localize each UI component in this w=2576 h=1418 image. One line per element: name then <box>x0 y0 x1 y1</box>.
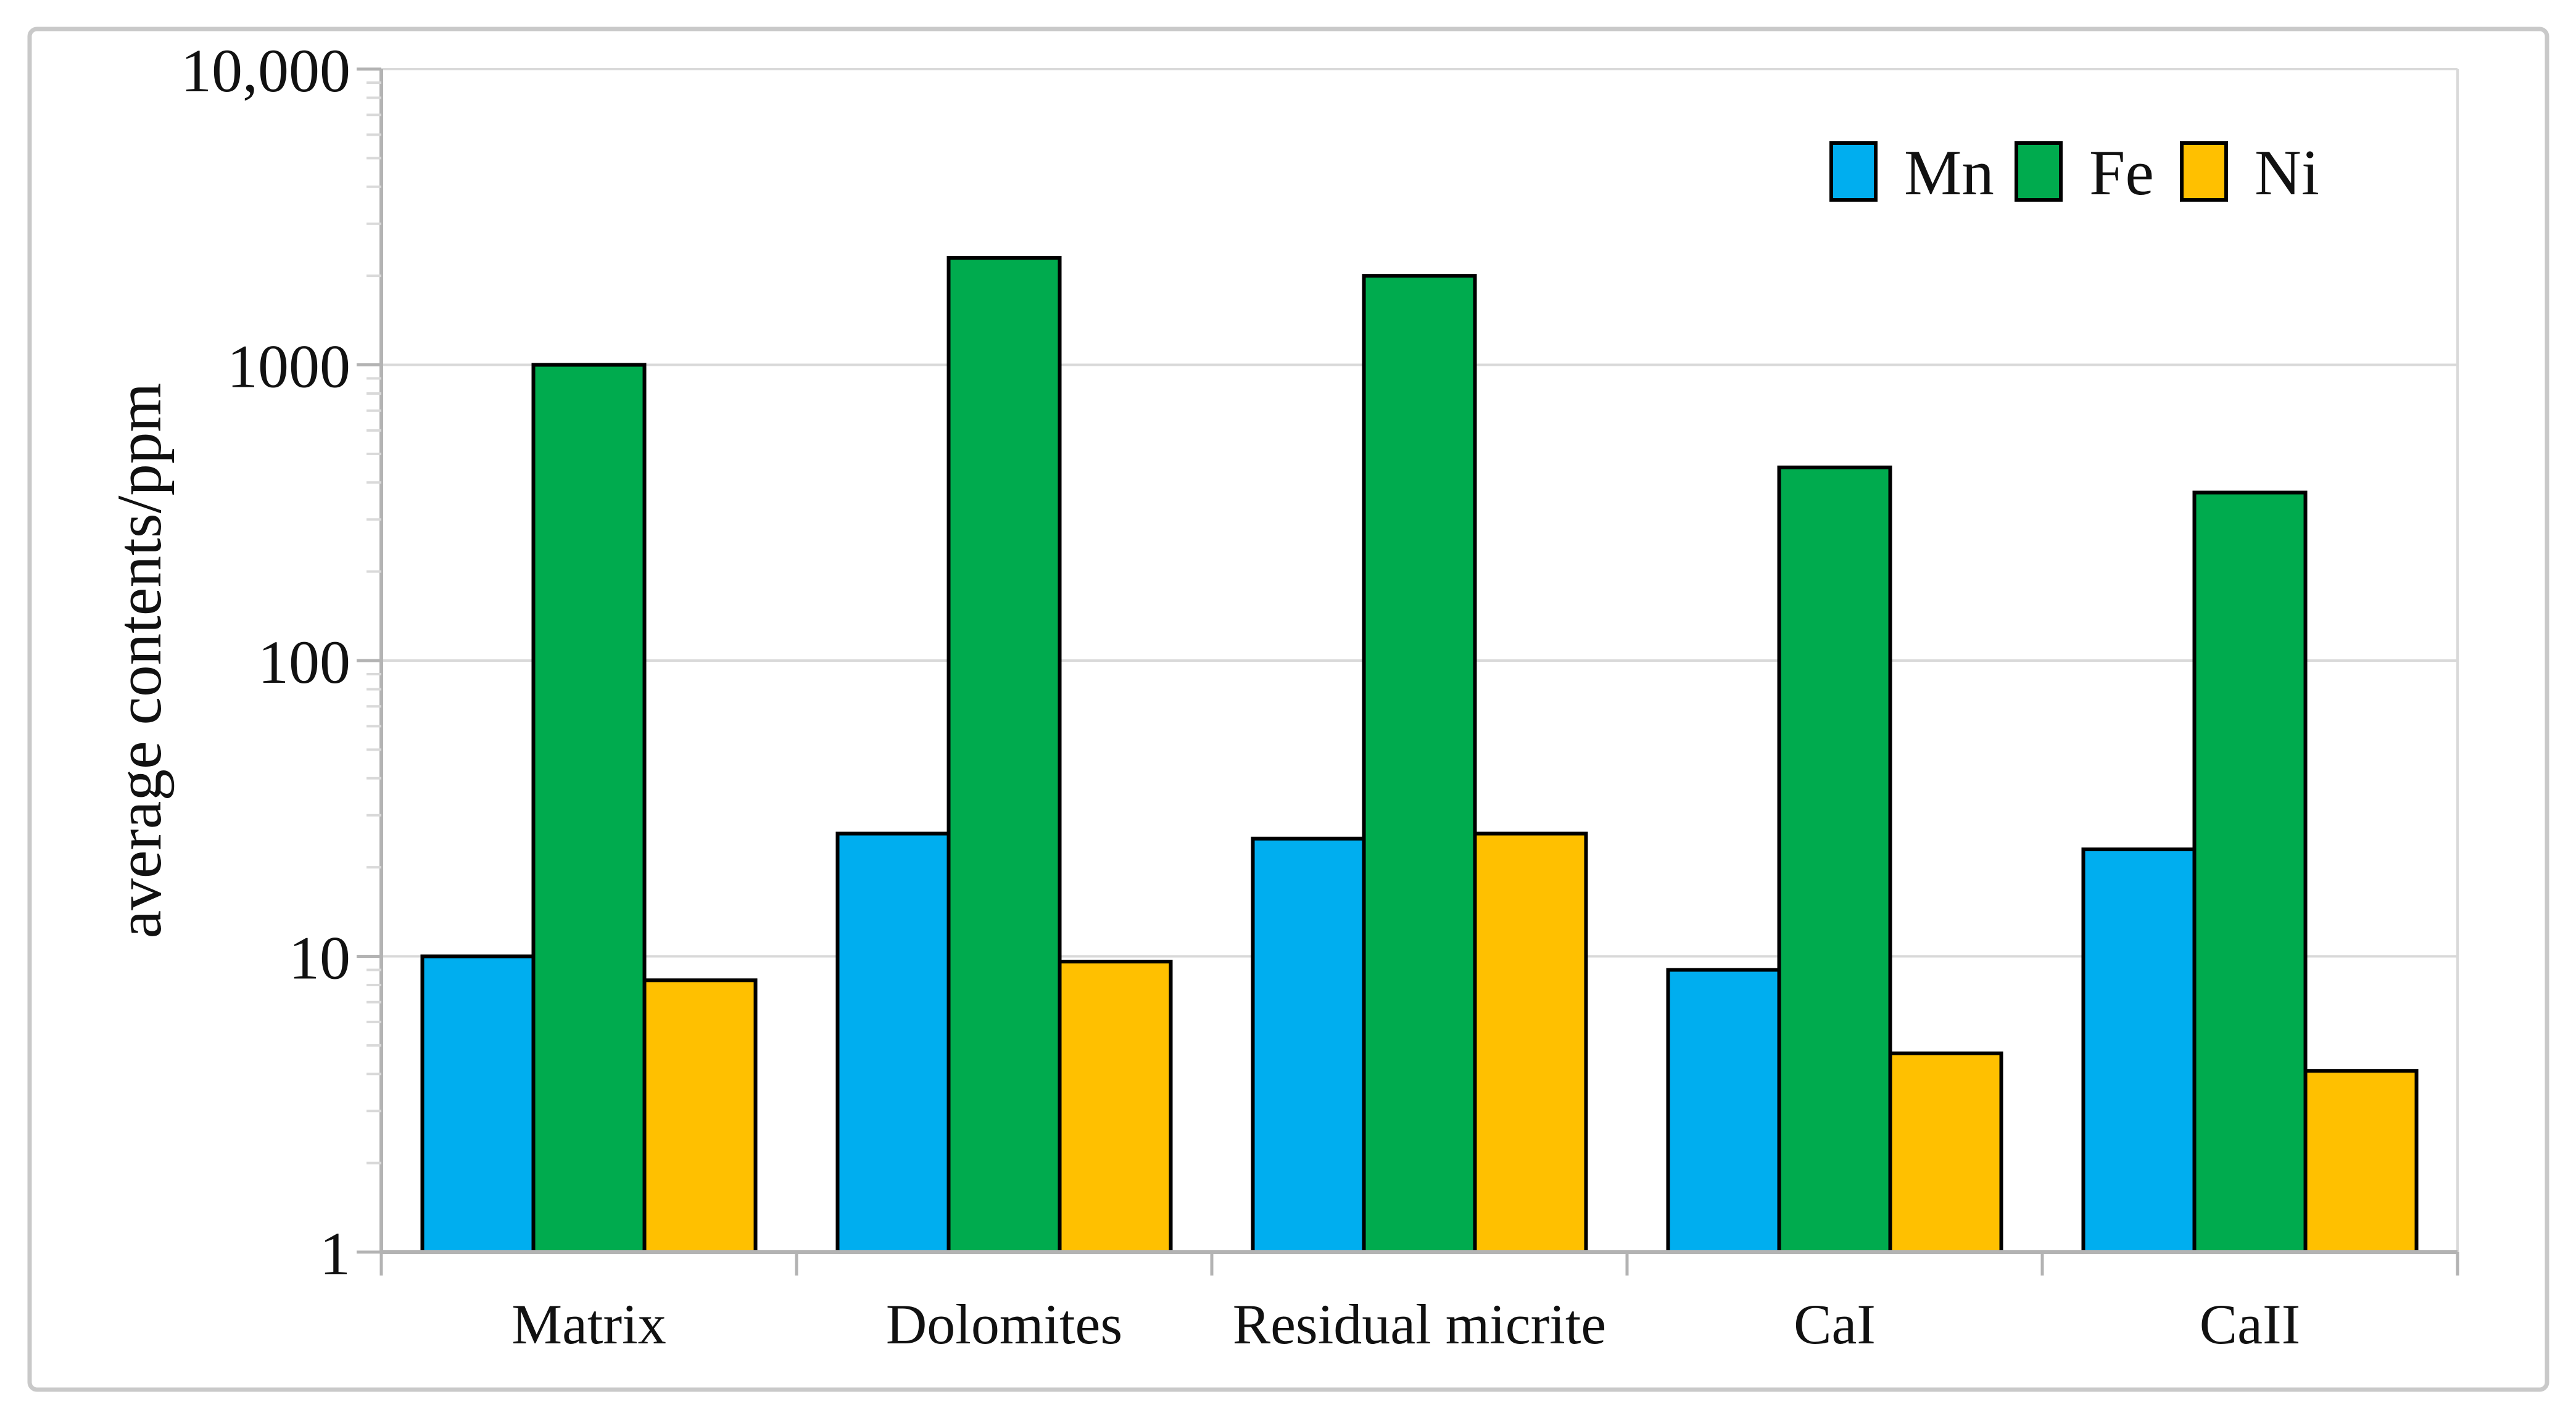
y-tick-labels: 1 10 100 1000 10,000 <box>181 36 350 1288</box>
y-tick-label: 100 <box>258 628 350 696</box>
bar-ni-3 <box>1473 831 1588 1254</box>
bar-fe-2 <box>946 256 1062 1254</box>
bar-mn-1 <box>420 954 536 1254</box>
bar-mn-5 <box>2081 847 2197 1254</box>
legend-swatch-ni <box>2180 141 2228 202</box>
y-axis-ticks <box>357 67 381 1254</box>
legend-item-mn: Mn <box>1829 136 1994 208</box>
bar-fe-4 <box>1777 465 1892 1255</box>
bar-fe-5 <box>2192 490 2308 1255</box>
bars <box>420 256 2419 1255</box>
y-axis-title: average contents/ppm <box>104 383 175 939</box>
bar-mn-2 <box>835 831 951 1254</box>
x-axis-ticks <box>379 1252 2459 1276</box>
bar-fe-3 <box>1362 274 1477 1254</box>
x-category-label: Dolomites <box>886 1293 1122 1356</box>
legend: Mn Fe Ni <box>1829 136 2319 208</box>
legend-item-ni: Ni <box>2180 136 2319 208</box>
x-category-label: CaI <box>1794 1293 1876 1356</box>
x-category-labels: Matrix Dolomites Residual micrite CaI CaII <box>511 1293 2300 1356</box>
legend-label: Mn <box>1904 136 1994 208</box>
y-tick-label: 10 <box>289 924 350 992</box>
bar-mn-3 <box>1251 836 1366 1254</box>
bar-ni-1 <box>642 978 758 1254</box>
x-category-label: Residual micrite <box>1233 1293 1607 1356</box>
y-tick-label: 1000 <box>227 332 350 401</box>
legend-swatch-fe <box>2015 141 2063 202</box>
legend-label: Fe <box>2089 136 2154 208</box>
legend-label: Ni <box>2255 136 2319 208</box>
bar-fe-1 <box>531 363 647 1254</box>
x-category-label: CaII <box>2200 1293 2300 1356</box>
bar-ni-2 <box>1058 960 1173 1255</box>
x-category-label: Matrix <box>511 1293 666 1356</box>
bar-ni-5 <box>2303 1069 2419 1255</box>
legend-swatch-mn <box>1829 141 1878 202</box>
bar-mn-4 <box>1666 968 1781 1254</box>
bar-ni-4 <box>1888 1051 2003 1255</box>
legend-item-fe: Fe <box>2015 136 2154 208</box>
y-tick-label: 10,000 <box>181 36 350 105</box>
y-tick-label: 1 <box>320 1219 350 1288</box>
